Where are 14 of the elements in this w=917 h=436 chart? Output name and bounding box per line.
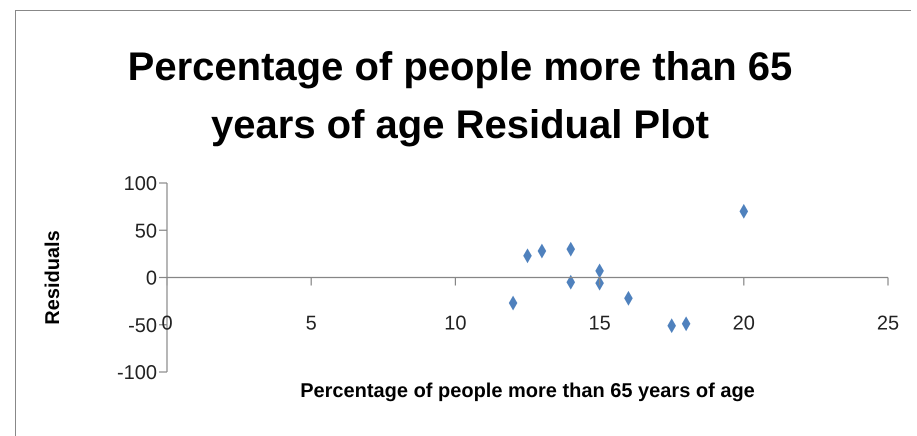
x-tick-label: 25 [876, 312, 900, 334]
x-tick-label: 5 [306, 312, 317, 334]
y-tick-label: -100 [116, 362, 157, 384]
x-axis-title: Percentage of people more than 65 years of age [299, 380, 756, 403]
y-tick-label: 100 [124, 173, 157, 196]
y-tick-label: -50 [128, 314, 157, 337]
chart-title: Percentage of people more than 65 years of age Residual Plot [126, 44, 794, 149]
y-tick-label: 50 [134, 220, 157, 242]
y-tick-label: 0 [146, 268, 157, 290]
x-tick-label: 20 [732, 312, 755, 334]
x-tick-label: 0 [161, 312, 173, 334]
y-axis-title: Residuals [42, 230, 64, 325]
x-tick-label: 15 [588, 312, 611, 334]
x-tick-label: 10 [444, 312, 467, 334]
